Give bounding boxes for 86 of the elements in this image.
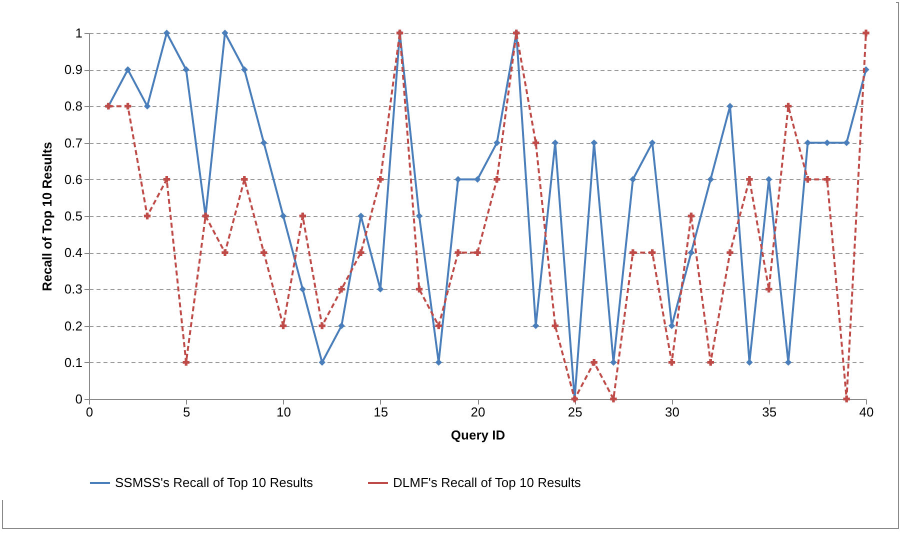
point bbox=[746, 359, 753, 366]
point bbox=[784, 359, 792, 366]
point bbox=[610, 396, 617, 402]
x-tick-label: 0 bbox=[86, 404, 94, 420]
point bbox=[280, 322, 287, 330]
point bbox=[688, 212, 695, 220]
x-tick-label: 30 bbox=[665, 404, 680, 420]
point bbox=[124, 66, 132, 73]
point bbox=[494, 176, 500, 183]
point bbox=[182, 359, 190, 366]
point bbox=[163, 176, 170, 183]
point bbox=[630, 249, 636, 256]
point bbox=[435, 322, 442, 330]
point bbox=[144, 102, 151, 110]
y-tick-label: 0.2 bbox=[64, 318, 82, 334]
point bbox=[746, 176, 753, 183]
y-tick-label: 0.8 bbox=[64, 98, 82, 114]
y-tick-label: 1 bbox=[75, 26, 82, 40]
point bbox=[552, 139, 559, 146]
point bbox=[299, 212, 306, 220]
legend-label: DLMF's Recall of Top 10 Results bbox=[393, 475, 582, 490]
point bbox=[474, 249, 481, 256]
point bbox=[766, 176, 772, 183]
point bbox=[144, 212, 151, 220]
point bbox=[494, 139, 500, 146]
point bbox=[804, 176, 812, 183]
point bbox=[862, 30, 870, 36]
x-tick-label: 10 bbox=[276, 404, 291, 420]
point bbox=[260, 139, 268, 146]
point bbox=[766, 286, 772, 293]
point bbox=[824, 139, 831, 146]
point bbox=[280, 212, 287, 220]
point bbox=[260, 249, 268, 256]
y-tick-label: 0.3 bbox=[64, 282, 82, 297]
point bbox=[843, 139, 850, 146]
point bbox=[358, 249, 364, 256]
point bbox=[454, 249, 462, 256]
point bbox=[784, 102, 792, 110]
point bbox=[222, 249, 228, 256]
legend-label: SSMSS's Recall of Top 10 Results bbox=[115, 475, 314, 490]
y-axis-title: Recall of Top 10 Results bbox=[39, 142, 54, 292]
point bbox=[435, 359, 442, 366]
point bbox=[532, 139, 540, 146]
x-tick-label: 20 bbox=[470, 404, 486, 420]
point bbox=[707, 359, 714, 366]
point bbox=[688, 249, 695, 256]
x-tick-label: 15 bbox=[374, 404, 388, 420]
point bbox=[610, 359, 617, 366]
x-tick-label: 25 bbox=[568, 404, 582, 420]
y-tick-label: 0.1 bbox=[64, 354, 82, 370]
point bbox=[454, 176, 462, 183]
point bbox=[163, 30, 170, 36]
y-tick-label: 0.6 bbox=[64, 172, 82, 187]
point bbox=[241, 66, 248, 73]
point bbox=[804, 139, 812, 146]
point bbox=[416, 286, 423, 293]
point bbox=[648, 249, 656, 256]
y-tick-label: 0.4 bbox=[64, 245, 82, 260]
point bbox=[338, 322, 345, 330]
point bbox=[318, 322, 326, 330]
point bbox=[318, 359, 326, 366]
point bbox=[182, 66, 190, 73]
point bbox=[824, 176, 831, 183]
point bbox=[707, 176, 714, 183]
x-axis-title: Query ID bbox=[450, 428, 506, 442]
y-tick-label: 0.9 bbox=[64, 62, 82, 78]
point bbox=[124, 102, 132, 110]
x-tick-label: 5 bbox=[183, 404, 190, 420]
point bbox=[416, 212, 423, 220]
point bbox=[241, 176, 248, 183]
point bbox=[222, 30, 228, 36]
x-tick-label: 40 bbox=[859, 404, 874, 420]
y-tick-label: 0.5 bbox=[64, 208, 82, 224]
y-tick-label: 0.7 bbox=[64, 135, 82, 150]
point bbox=[668, 359, 676, 366]
point bbox=[552, 322, 559, 330]
point bbox=[630, 176, 636, 183]
point bbox=[843, 396, 850, 402]
point bbox=[726, 249, 734, 256]
point bbox=[474, 176, 481, 183]
point bbox=[299, 286, 306, 293]
point bbox=[338, 286, 345, 293]
point bbox=[377, 176, 384, 183]
point bbox=[590, 359, 598, 366]
y-tick-label: 0 bbox=[75, 392, 82, 406]
x-tick-label: 35 bbox=[762, 404, 777, 420]
